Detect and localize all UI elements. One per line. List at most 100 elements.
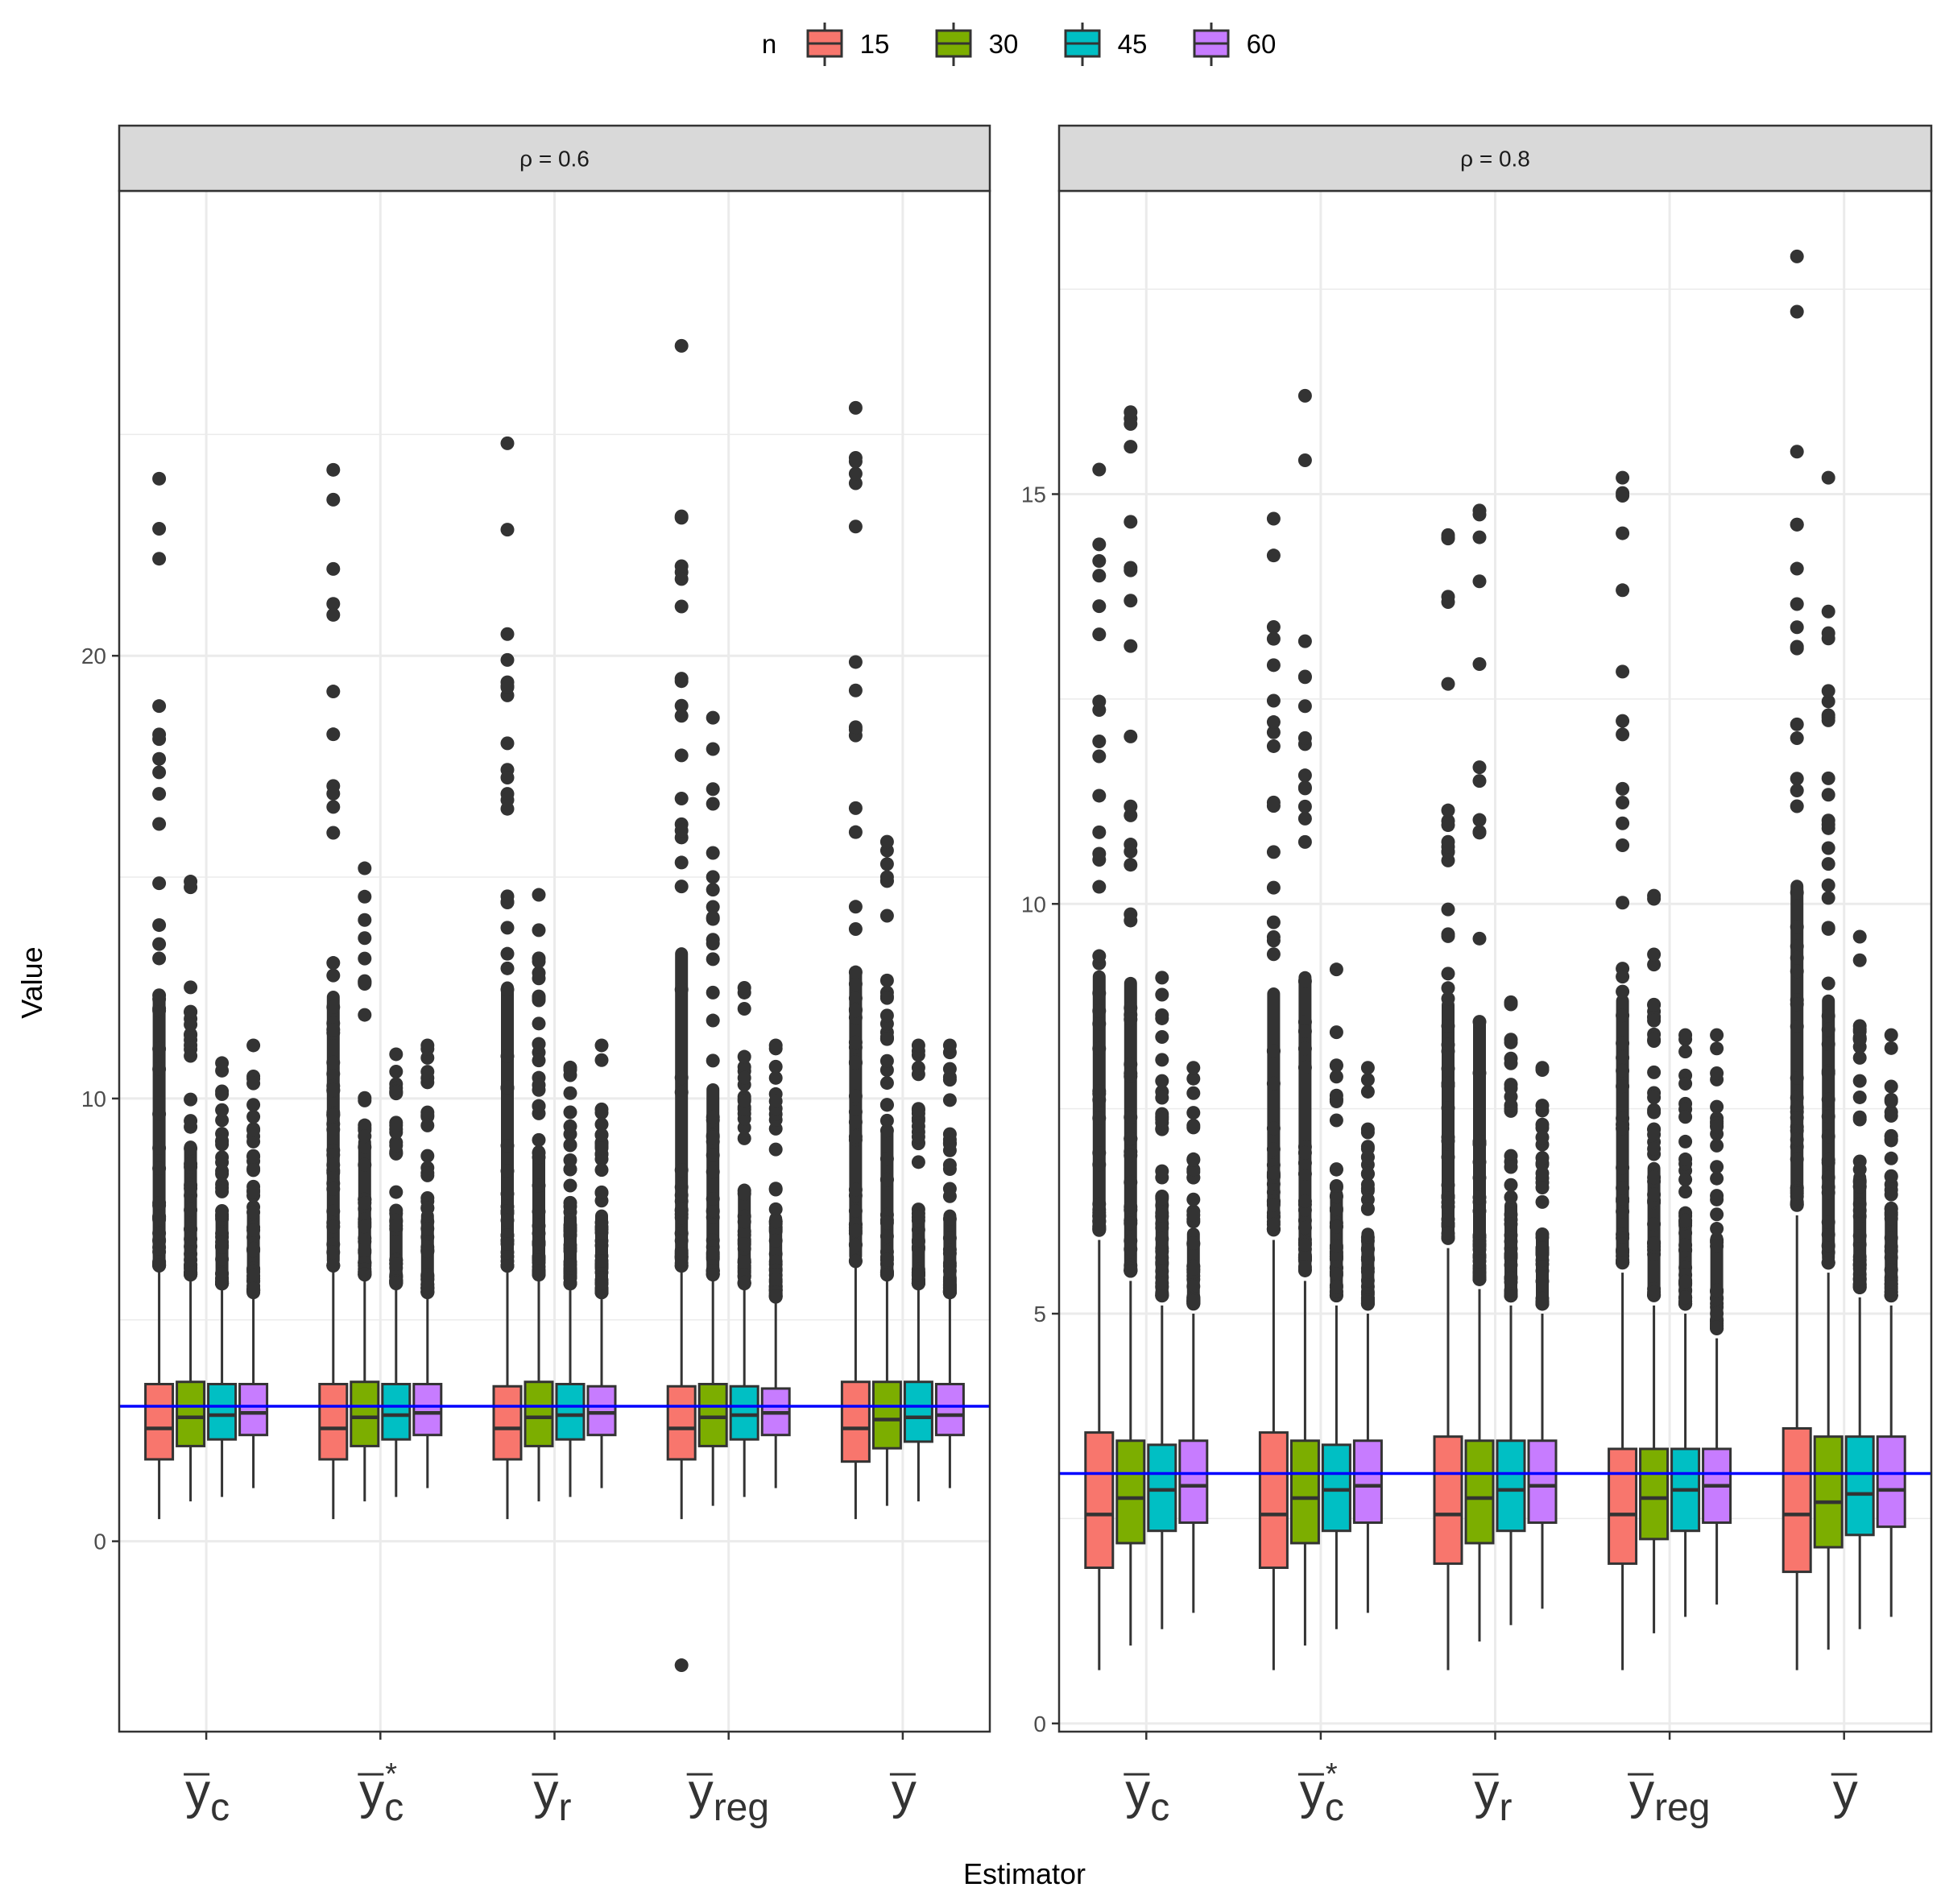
- outlier-point: [706, 1148, 720, 1162]
- outlier-point: [768, 1038, 783, 1053]
- strip-background: [1057, 124, 1933, 192]
- outlier-point: [1678, 1213, 1693, 1227]
- iqr-box: [871, 1380, 902, 1450]
- outlier-point: [184, 1027, 198, 1041]
- outlier-point: [1821, 1180, 1835, 1194]
- outlier-point: [1790, 304, 1804, 319]
- outlier-point: [1472, 1190, 1487, 1205]
- outlier-point: [389, 1219, 403, 1233]
- legend-title: n: [762, 29, 776, 59]
- outlier-point: [848, 519, 863, 534]
- estimator-subscript: r: [559, 1786, 572, 1829]
- outlier-point: [420, 1118, 435, 1132]
- outlier-point: [1504, 1271, 1518, 1285]
- outlier-point: [1821, 1092, 1835, 1107]
- outlier-point: [768, 1202, 783, 1216]
- outlier-point: [1647, 1091, 1662, 1105]
- outlier-point: [1266, 548, 1281, 563]
- outlier-point: [911, 1038, 925, 1053]
- outlier-point: [152, 1258, 167, 1273]
- outlier-point: [1616, 1121, 1630, 1136]
- outlier-point: [1678, 1185, 1693, 1199]
- outlier-point: [1852, 1272, 1867, 1286]
- outlier-point: [1092, 1016, 1107, 1031]
- outlier-point: [1504, 1081, 1518, 1095]
- box-n15: [666, 338, 697, 1673]
- box-n15: [1608, 470, 1638, 1670]
- box-n15: [318, 462, 349, 1520]
- outlier-point: [1124, 858, 1138, 872]
- outlier-point: [1124, 1066, 1138, 1081]
- box-n30: [697, 710, 728, 1506]
- outlier-point: [500, 983, 515, 997]
- outlier-point: [1124, 639, 1138, 653]
- outlier-point: [942, 1285, 957, 1299]
- outlier-point: [1441, 929, 1455, 943]
- outlier-point: [420, 1065, 435, 1079]
- outlier-point: [152, 1209, 167, 1223]
- iqr-box: [1527, 1439, 1558, 1525]
- outlier-point: [1266, 933, 1281, 948]
- outlier-point: [1329, 1202, 1343, 1216]
- iqr-box: [586, 1385, 617, 1437]
- outlier-point: [184, 875, 198, 889]
- category-group: [1084, 405, 1209, 1670]
- box-n60: [238, 1038, 269, 1488]
- outlier-point: [1297, 669, 1312, 684]
- outlier-point: [420, 1222, 435, 1236]
- outlier-point: [1504, 1190, 1518, 1204]
- outlier-point: [1441, 1178, 1455, 1192]
- outlier-point: [1504, 1051, 1518, 1066]
- outlier-point: [942, 1264, 957, 1278]
- outlier-point: [1266, 845, 1281, 859]
- outlier-point: [1884, 1288, 1898, 1302]
- outlier-point: [1884, 1240, 1898, 1254]
- outlier-point: [674, 672, 689, 686]
- outlier-point: [1884, 1201, 1898, 1215]
- iqr-box: [1876, 1435, 1906, 1529]
- outlier-point: [326, 1123, 341, 1137]
- outlier-point: [1329, 1113, 1343, 1128]
- outlier-point: [215, 1207, 230, 1222]
- outlier-point: [1616, 1231, 1630, 1245]
- outlier-point: [848, 825, 863, 839]
- outlier-point: [563, 1138, 577, 1153]
- outlier-point: [1647, 1141, 1662, 1156]
- outlier-point: [246, 1110, 261, 1124]
- outlier-point: [563, 1086, 577, 1100]
- outlier-point: [1124, 1000, 1138, 1015]
- outlier-point: [942, 1231, 957, 1245]
- outlier-point: [1472, 826, 1487, 840]
- category-group: [1608, 470, 1732, 1670]
- outlier-point: [152, 1001, 167, 1016]
- outlier-point: [532, 1178, 546, 1193]
- outlier-point: [1297, 781, 1312, 796]
- outlier-point: [768, 1233, 783, 1248]
- outlier-point: [358, 951, 372, 966]
- outlier-point: [1790, 1197, 1804, 1211]
- outlier-point: [1124, 1110, 1138, 1124]
- category-group: [318, 462, 443, 1520]
- estimator-base: y: [892, 1764, 917, 1819]
- box-n15: [1258, 511, 1289, 1670]
- outlier-point: [737, 1111, 751, 1126]
- outlier-point: [500, 736, 515, 751]
- outlier-point: [532, 1226, 546, 1240]
- outlier-point: [1616, 1050, 1630, 1065]
- outlier-point: [1616, 1161, 1630, 1175]
- outlier-point: [563, 1119, 577, 1133]
- outlier-point: [563, 1257, 577, 1272]
- outlier-point: [1155, 1053, 1169, 1067]
- outlier-point: [594, 1185, 609, 1199]
- outlier-point: [1329, 1249, 1343, 1264]
- estimator-subscript: c: [1150, 1786, 1169, 1829]
- outlier-point: [674, 1202, 689, 1217]
- outlier-point: [848, 400, 863, 415]
- outlier-point: [1535, 1151, 1550, 1165]
- outlier-point: [1092, 627, 1107, 642]
- outlier-point: [1266, 915, 1281, 929]
- outlier-point: [1790, 783, 1804, 797]
- outlier-point: [326, 607, 341, 622]
- outlier-point: [152, 918, 167, 933]
